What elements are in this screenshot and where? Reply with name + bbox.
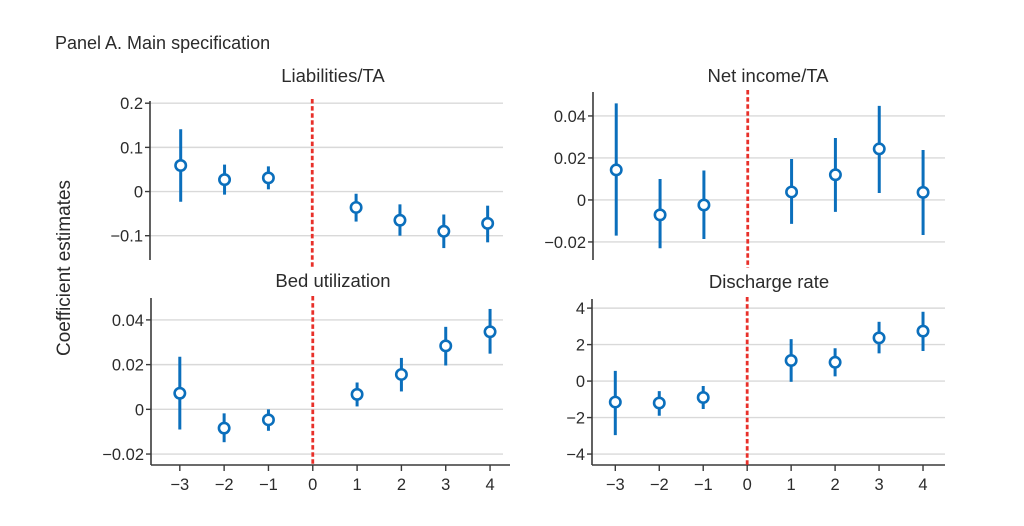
subplot-title: Bed utilization	[275, 270, 390, 291]
subplot-net-income-ta: Net income/TA 0.04 0.02 0 −0.02	[544, 65, 945, 268]
subplot-liabilities-ta: Liabilities/TA 0.2 0.1 0 −0.1	[110, 65, 503, 268]
subplot-discharge-rate: Discharge rate 4 2 0 −2 −4 −3 −2 −1 0 1 2 3 4	[566, 271, 945, 494]
y-tick-label: −0.1	[110, 228, 143, 246]
point-estimate	[261, 413, 275, 427]
point-estimate	[653, 208, 667, 222]
point-estimate	[261, 171, 275, 185]
x-tick-label: −3	[606, 476, 625, 494]
y-tick-label: 0.04	[554, 108, 586, 126]
point-estimate	[697, 198, 711, 212]
x-tick-label: 3	[441, 476, 450, 494]
point-estimate	[439, 339, 453, 353]
x-tick-label: 0	[308, 476, 317, 494]
point-estimate	[437, 224, 451, 238]
point-estimate	[872, 331, 886, 345]
x-tick-label: 4	[918, 476, 927, 494]
x-tick-label: −1	[694, 476, 713, 494]
point-estimate	[652, 396, 666, 410]
y-tick-label: 0.04	[112, 312, 144, 330]
y-axis-label: Coefficient estimates	[54, 180, 75, 356]
x-tick-label: 1	[787, 476, 796, 494]
y-tick-label: 0.02	[112, 357, 144, 375]
point-estimate	[872, 142, 886, 156]
point-estimate	[696, 391, 710, 405]
point-estimate	[481, 216, 495, 230]
point-estimate	[916, 185, 930, 199]
point-estimate	[217, 421, 231, 435]
point-estimate	[828, 168, 842, 182]
point-estimate	[784, 353, 798, 367]
point-estimate	[393, 213, 407, 227]
y-tick-label: 0.02	[554, 150, 586, 168]
y-tick-label: 0	[134, 184, 143, 202]
point-estimate	[483, 325, 497, 339]
subplot-bed-utilization: Bed utilization 0.04 0.02 0 −0.02 −3 −2 −1 0 1 2 3 4	[102, 270, 510, 494]
x-tick-label: 2	[831, 476, 840, 494]
y-tick-label: 4	[576, 300, 585, 318]
point-estimate	[173, 386, 187, 400]
x-tick-label: −2	[650, 476, 669, 494]
x-tick-label: −2	[215, 476, 234, 494]
y-tick-label: −2	[566, 410, 585, 428]
subplot-title: Discharge rate	[709, 271, 829, 292]
point-estimate	[785, 185, 799, 199]
x-tick-label: 0	[743, 476, 752, 494]
y-tick-label: 0	[576, 373, 585, 391]
x-tick-label: 4	[485, 476, 494, 494]
x-tick-label: 3	[874, 476, 883, 494]
point-estimate	[174, 158, 188, 172]
subplot-title: Net income/TA	[708, 65, 830, 86]
point-estimate	[394, 367, 408, 381]
y-tick-label: −4	[566, 446, 585, 464]
y-tick-label: −0.02	[102, 446, 144, 464]
y-tick-label: 0.1	[120, 139, 143, 157]
point-estimate	[828, 355, 842, 369]
point-estimate	[916, 324, 930, 338]
panel-title: Panel A. Main specification	[55, 33, 270, 53]
x-tick-label: 2	[397, 476, 406, 494]
x-tick-label: −3	[170, 476, 189, 494]
point-estimate	[350, 387, 364, 401]
subplot-title: Liabilities/TA	[281, 65, 385, 86]
point-estimate	[218, 173, 232, 187]
x-tick-label: −1	[259, 476, 278, 494]
y-tick-label: −0.02	[544, 234, 586, 252]
y-tick-label: 0.2	[120, 95, 143, 113]
point-estimate	[349, 200, 363, 214]
y-tick-label: 0	[135, 401, 144, 419]
point-estimate	[608, 395, 622, 409]
y-tick-label: 2	[576, 337, 585, 355]
y-tick-label: 0	[577, 192, 586, 210]
x-tick-label: 1	[352, 476, 361, 494]
point-estimate	[609, 163, 623, 177]
